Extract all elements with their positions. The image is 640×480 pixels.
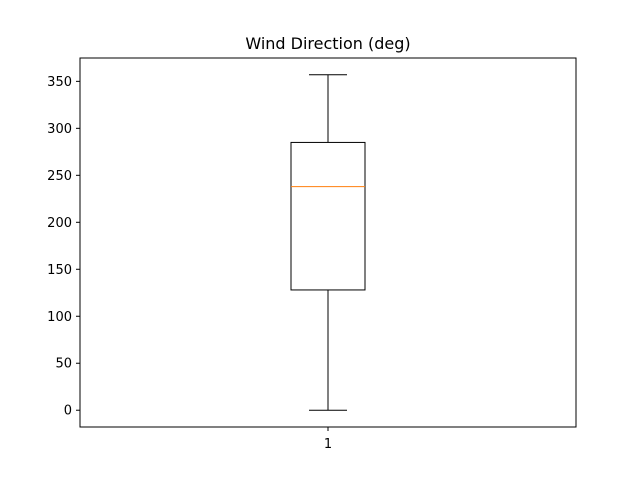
y-tick-label: 50 (55, 357, 72, 372)
box-iqr (290, 141, 366, 291)
y-tick-label: 150 (47, 263, 72, 278)
axes-frame (79, 57, 577, 428)
y-tick-label: 0 (64, 404, 72, 419)
y-tick-label: 250 (47, 169, 72, 184)
y-tick-label: 100 (47, 310, 72, 325)
x-tick-label: 1 (324, 437, 332, 452)
y-tick-label: 200 (47, 216, 72, 231)
y-tick-label: 300 (47, 122, 72, 137)
y-tick-label: 350 (47, 75, 72, 90)
plot-area: 0 50 100 150 200 250 300 350 1 (47, 57, 577, 452)
chart-title: Wind Direction (deg) (245, 34, 410, 53)
